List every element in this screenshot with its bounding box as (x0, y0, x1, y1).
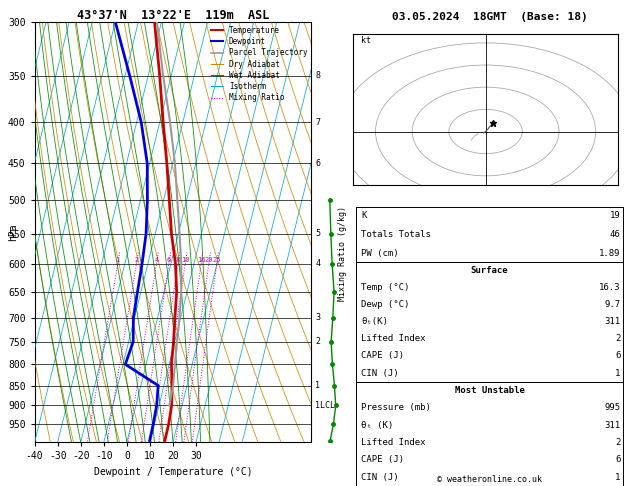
Text: CAPE (J): CAPE (J) (362, 351, 404, 361)
Text: K: K (362, 211, 367, 220)
Text: 16.3: 16.3 (599, 283, 621, 293)
Text: © weatheronline.co.uk: © weatheronline.co.uk (437, 474, 542, 484)
Text: 2: 2 (615, 334, 621, 344)
Text: Totals Totals: Totals Totals (362, 230, 431, 239)
Text: Mixing Ratio (g/kg): Mixing Ratio (g/kg) (338, 206, 347, 300)
Text: 311: 311 (604, 317, 621, 327)
Text: kt: kt (361, 36, 371, 45)
Text: Most Unstable: Most Unstable (455, 386, 525, 395)
Text: Temp (°C): Temp (°C) (362, 283, 410, 293)
Text: Pressure (mb): Pressure (mb) (362, 403, 431, 412)
Text: 1: 1 (615, 368, 621, 378)
Text: hPa: hPa (8, 223, 18, 241)
Text: 4: 4 (316, 260, 320, 268)
Text: 6: 6 (615, 351, 621, 361)
Text: θₜ(K): θₜ(K) (362, 317, 388, 327)
Text: 20: 20 (204, 257, 213, 263)
Text: CIN (J): CIN (J) (362, 368, 399, 378)
Legend: Temperature, Dewpoint, Parcel Trajectory, Dry Adiabat, Wet Adiabat, Isotherm, Mi: Temperature, Dewpoint, Parcel Trajectory… (211, 26, 308, 103)
Text: 25: 25 (213, 257, 221, 263)
Text: CIN (J): CIN (J) (362, 473, 399, 482)
Text: Dewp (°C): Dewp (°C) (362, 300, 410, 310)
Text: 19: 19 (610, 211, 621, 220)
Text: 1: 1 (615, 473, 621, 482)
Text: θₜ (K): θₜ (K) (362, 420, 394, 430)
Text: 1: 1 (316, 381, 320, 390)
Text: 1LCL: 1LCL (316, 401, 335, 410)
Text: 03.05.2024  18GMT  (Base: 18): 03.05.2024 18GMT (Base: 18) (392, 12, 587, 22)
Text: 2: 2 (316, 337, 320, 347)
Text: 16: 16 (197, 257, 205, 263)
Text: 311: 311 (604, 420, 621, 430)
Title: 43°37'N  13°22'E  119m  ASL: 43°37'N 13°22'E 119m ASL (77, 9, 269, 22)
Text: 1.89: 1.89 (599, 249, 621, 258)
Text: 1: 1 (116, 257, 120, 263)
Text: 4: 4 (154, 257, 159, 263)
Text: 5: 5 (316, 229, 320, 238)
Text: 46: 46 (610, 230, 621, 239)
Text: 9.7: 9.7 (604, 300, 621, 310)
Text: 6: 6 (316, 159, 320, 168)
Text: 3: 3 (316, 313, 320, 322)
Text: 8: 8 (316, 71, 320, 80)
Text: 995: 995 (604, 403, 621, 412)
Text: 2: 2 (615, 438, 621, 447)
Text: 6: 6 (615, 455, 621, 465)
Text: Surface: Surface (471, 266, 508, 276)
Text: 7: 7 (316, 118, 320, 127)
Text: CAPE (J): CAPE (J) (362, 455, 404, 465)
Text: 2: 2 (134, 257, 138, 263)
Text: 6: 6 (167, 257, 171, 263)
Text: 8: 8 (176, 257, 180, 263)
Text: Lifted Index: Lifted Index (362, 438, 426, 447)
X-axis label: Dewpoint / Temperature (°C): Dewpoint / Temperature (°C) (94, 467, 252, 477)
Text: PW (cm): PW (cm) (362, 249, 399, 258)
Text: Lifted Index: Lifted Index (362, 334, 426, 344)
Text: 10: 10 (181, 257, 189, 263)
